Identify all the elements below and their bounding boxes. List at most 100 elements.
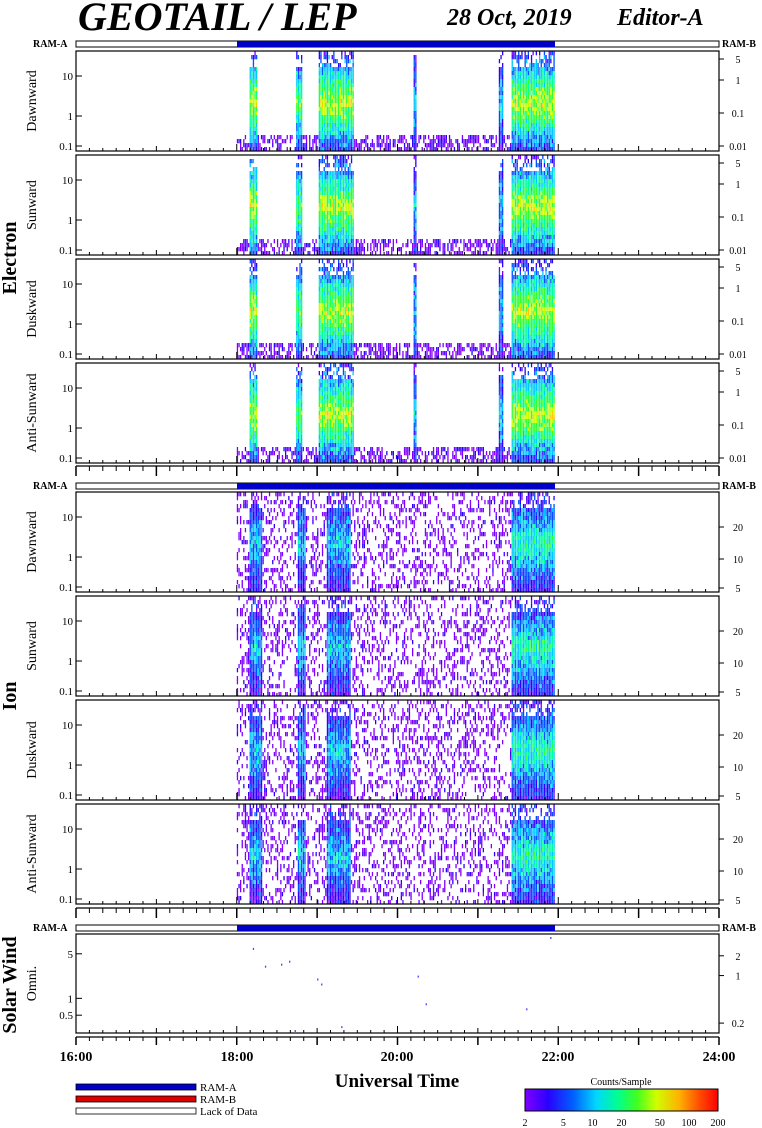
spectrogram-cell xyxy=(299,243,300,247)
spectrogram-cell xyxy=(353,103,354,107)
spectrogram-cell xyxy=(517,331,518,335)
spectrogram-cell xyxy=(517,163,518,167)
spectrogram-cell xyxy=(338,191,339,195)
spectrogram-cell xyxy=(254,75,255,79)
spectrogram-cell xyxy=(525,239,526,243)
spectrogram-cell xyxy=(414,199,415,203)
spectrogram-cell xyxy=(536,115,537,119)
spectrogram-cell xyxy=(343,155,344,159)
spectrogram-cell xyxy=(325,179,326,183)
spectrogram-cell xyxy=(549,183,550,187)
spectrogram-cell xyxy=(513,79,514,83)
spectrogram-cell xyxy=(324,267,325,271)
spectrogram-cell xyxy=(299,139,300,143)
spectrogram-cell xyxy=(380,243,381,247)
spectrogram-cell xyxy=(525,195,526,199)
spectrogram-cell xyxy=(299,307,300,311)
spectrogram-cell xyxy=(545,179,546,183)
spectrogram-cell xyxy=(327,115,328,119)
spectrogram-cell xyxy=(296,71,297,75)
spectrogram-cell xyxy=(549,175,550,179)
spectrogram-cell xyxy=(346,243,347,247)
spectrogram-cell xyxy=(319,299,320,303)
spectrogram-cell xyxy=(520,247,521,251)
spectrogram-cell xyxy=(330,191,331,195)
spectrogram-cell xyxy=(534,215,535,219)
spectrogram-cell xyxy=(274,343,275,347)
spectrogram-cell xyxy=(332,135,333,139)
spectrogram-cell xyxy=(345,231,346,235)
spectrogram-cell xyxy=(263,135,264,139)
spectrogram-cell xyxy=(301,303,302,307)
spectrogram-cell xyxy=(328,127,329,131)
spectrogram-cell xyxy=(544,163,545,167)
spectrogram-cell xyxy=(518,103,519,107)
spectrogram-cell xyxy=(348,87,349,91)
spectrogram-cell xyxy=(349,199,350,203)
spectrogram-cell xyxy=(348,155,349,159)
spectrogram-cell xyxy=(533,91,534,95)
spectrogram-cell xyxy=(529,123,530,127)
spectrogram-cell xyxy=(254,347,255,351)
spectrogram-cell xyxy=(353,79,354,83)
spectrogram-cell xyxy=(502,203,503,207)
spectrogram-cell xyxy=(335,191,336,195)
spectrogram-cell xyxy=(513,243,514,247)
spectrogram-cell xyxy=(475,239,476,243)
spectrogram-cell xyxy=(513,103,514,107)
spectrogram-cell xyxy=(462,347,463,351)
spectrogram-cell xyxy=(240,139,241,143)
spectrogram-cell xyxy=(523,179,524,183)
spectrogram-cell xyxy=(251,99,252,103)
spectrogram-cell xyxy=(549,187,550,191)
spectrogram-cell xyxy=(299,183,300,187)
spectrogram-cell xyxy=(327,327,328,331)
spectrogram-cell xyxy=(525,247,526,251)
spectrogram-cell xyxy=(517,343,518,347)
spectrogram-cell xyxy=(327,283,328,287)
spectrogram-cell xyxy=(502,67,503,71)
spectrogram-cell xyxy=(256,223,257,227)
spectrogram-cell xyxy=(414,231,415,235)
spectrogram-cell xyxy=(279,135,280,139)
spectrogram-cell xyxy=(533,135,534,139)
spectrogram-cell xyxy=(520,271,521,275)
spectrogram-cell xyxy=(327,111,328,115)
spectrogram-cell xyxy=(500,295,501,299)
spectrogram-cell xyxy=(425,351,426,355)
spectrogram-cell xyxy=(328,139,329,143)
spectrogram-cell xyxy=(330,331,331,335)
spectrogram-cell xyxy=(254,343,255,347)
spectrogram-cell xyxy=(351,95,352,99)
spectrogram-cell xyxy=(414,239,415,243)
spectrogram-cell xyxy=(517,139,518,143)
panel-label: Dawnward xyxy=(25,70,40,131)
spectrogram-cell xyxy=(415,187,416,191)
spectrogram-cell xyxy=(500,259,501,263)
spectrogram-cell xyxy=(340,215,341,219)
spectrogram-cell xyxy=(328,287,329,291)
spectrogram-cell xyxy=(552,123,553,127)
spectrogram-cell xyxy=(353,323,354,327)
spectrogram-cell xyxy=(499,91,500,95)
spectrogram-cell xyxy=(299,219,300,223)
spectrogram-cell xyxy=(340,323,341,327)
spectrogram-cell xyxy=(349,163,350,167)
spectrogram-cell xyxy=(341,299,342,303)
spectrogram-cell xyxy=(521,259,522,263)
spectrogram-cell xyxy=(338,243,339,247)
spectrogram-cell xyxy=(531,179,532,183)
spectrogram-cell xyxy=(385,143,386,147)
spectrogram-cell xyxy=(526,339,527,343)
spectrogram-cell xyxy=(338,111,339,115)
spectrogram-cell xyxy=(250,291,251,295)
spectrogram-cell xyxy=(544,143,545,147)
spectrogram-cell xyxy=(346,211,347,215)
spectrogram-cell xyxy=(254,327,255,331)
spectrogram-cell xyxy=(549,247,550,251)
spectrogram-cell xyxy=(250,143,251,147)
spectrogram-cell xyxy=(417,143,418,147)
spectrogram-cell xyxy=(415,175,416,179)
spectrogram-cell xyxy=(502,179,503,183)
spectrogram-cell xyxy=(346,311,347,315)
